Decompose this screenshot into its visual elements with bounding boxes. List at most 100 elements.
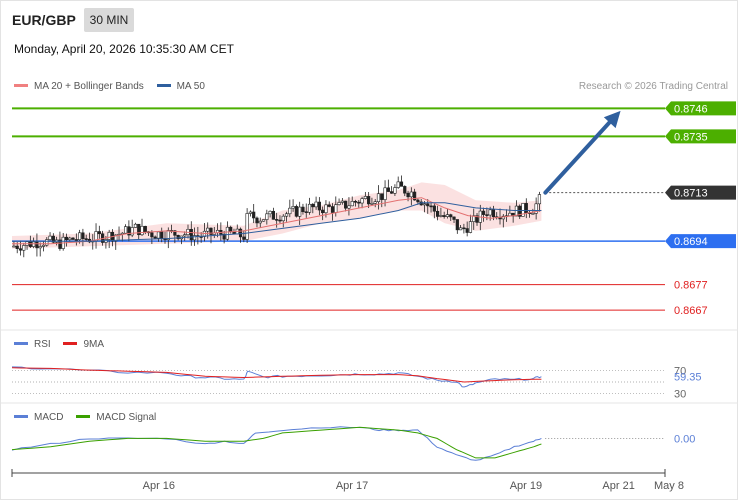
candle-body	[314, 201, 318, 208]
candle-body	[445, 214, 450, 217]
level-label-support: 0.8667	[674, 305, 708, 317]
candle-body	[301, 206, 305, 212]
candle-body	[383, 187, 387, 200]
candle-body	[311, 203, 315, 208]
level-label-resistance: 0.8735	[674, 131, 708, 143]
candle-body	[41, 244, 46, 247]
legend-9ma-label: 9MA	[83, 339, 105, 350]
candle-body	[245, 213, 249, 240]
candle-body	[258, 220, 262, 224]
candle-body	[353, 201, 358, 203]
candle-body	[222, 233, 226, 240]
candle-body	[508, 212, 512, 217]
candle-body	[367, 196, 371, 205]
candle-body	[160, 231, 164, 239]
credit-label: Research © 2026 Trading Central	[578, 81, 728, 92]
candle-body	[360, 198, 364, 204]
level-tag-resistance	[665, 101, 736, 116]
candle-body	[123, 226, 128, 234]
candle-body	[413, 191, 417, 201]
timeframe-button[interactable]: 30 MIN	[84, 8, 134, 32]
candle-body	[268, 210, 272, 215]
candle-body	[81, 232, 85, 239]
legend-ma20-label: MA 20 + Bollinger Bands	[34, 81, 144, 92]
candle-body	[173, 230, 177, 236]
candle-body	[71, 237, 75, 240]
candle-body	[455, 219, 459, 231]
candle-body	[403, 186, 407, 194]
level-label-resistance: 0.8746	[674, 103, 708, 115]
candle-body	[439, 215, 443, 217]
candle-body	[458, 227, 463, 231]
candle-body	[18, 248, 23, 251]
candle-body	[255, 217, 259, 224]
candle-body	[452, 216, 456, 220]
candle-body	[130, 227, 134, 236]
candle-body	[324, 204, 328, 214]
rsi-series-0	[11, 366, 542, 388]
candle-body	[304, 211, 308, 213]
level-label-pivot: 0.8694	[674, 236, 708, 248]
candle-body	[350, 201, 354, 207]
candle-body	[317, 201, 321, 211]
x-tick-label: Apr 19	[510, 480, 542, 492]
candle-body	[344, 200, 348, 209]
legend-rsi-label: RSI	[34, 339, 51, 350]
candle-body	[284, 213, 289, 217]
candle-body	[140, 225, 144, 236]
rsi-level-label: 70	[674, 366, 686, 378]
candle-body	[390, 191, 394, 194]
legend-ma50-label: MA 50	[176, 81, 205, 92]
candle-body	[176, 234, 180, 240]
rsi-current-label: 59.35	[674, 372, 702, 384]
candle-body	[442, 215, 446, 217]
candle-body	[337, 202, 341, 206]
candle-body	[340, 200, 344, 203]
candle-body	[396, 181, 400, 188]
rsi-level-label: 30	[674, 388, 686, 400]
ma50-line	[12, 202, 542, 242]
rsi-series-1	[11, 367, 542, 383]
candle-body	[127, 226, 131, 236]
candle-body	[153, 236, 157, 239]
candle-body	[97, 231, 101, 235]
macd-series-0	[11, 426, 542, 461]
candle-body	[278, 219, 282, 222]
x-tick-label: May 8	[654, 480, 684, 492]
legend-macd-swatch	[14, 414, 28, 418]
candle-body	[189, 228, 193, 241]
x-tick-label: Apr 17	[336, 480, 368, 492]
legend-rsi-swatch	[14, 341, 28, 345]
candle-body	[386, 187, 390, 192]
candle-body	[12, 245, 16, 248]
macd-series-1	[11, 426, 542, 459]
candle-body	[271, 210, 275, 220]
legend-macd-signal-swatch	[76, 414, 91, 418]
candle-body	[501, 215, 505, 220]
candle-body	[518, 205, 522, 217]
level-tag-resistance	[665, 129, 736, 144]
candle-body	[291, 206, 295, 209]
candle-body	[275, 219, 279, 221]
candle-body	[143, 225, 147, 232]
candle-body	[22, 245, 26, 251]
candle-body	[370, 203, 374, 205]
candle-body	[150, 232, 154, 238]
candle-body	[472, 215, 476, 222]
candle-body	[261, 219, 266, 222]
legend-main: MA 20 + Bollinger Bands MA 50	[14, 81, 205, 92]
candle-body	[68, 237, 72, 241]
candle-body	[281, 215, 285, 222]
candle-body	[48, 235, 52, 240]
x-tick-label: Apr 16	[143, 480, 175, 492]
candle-body	[531, 212, 535, 215]
legend-macd: MACD MACD Signal	[14, 412, 156, 423]
candle-body	[429, 205, 433, 208]
candle-body	[166, 230, 170, 241]
candle-body	[238, 228, 243, 238]
candle-body	[229, 226, 233, 232]
candle-body	[248, 211, 253, 214]
candle-body	[58, 239, 62, 249]
